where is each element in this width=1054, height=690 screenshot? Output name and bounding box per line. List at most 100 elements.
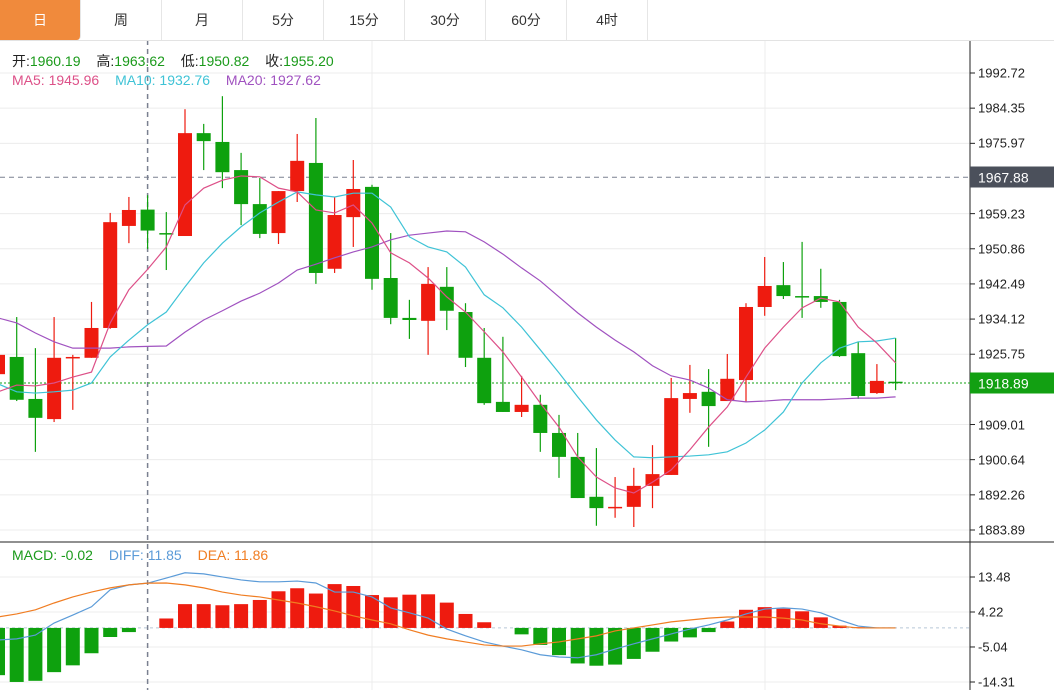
candle-down	[215, 141, 230, 173]
macd-bar	[215, 605, 230, 628]
candle-up	[0, 354, 5, 375]
macd-bar	[234, 604, 249, 628]
macd-bar	[514, 627, 529, 635]
candle-up	[645, 474, 660, 486]
candle-up	[739, 306, 753, 381]
low-value: 1950.82	[198, 53, 250, 69]
macd-value: MACD: -0.02	[12, 547, 93, 563]
macd-bar	[608, 627, 623, 665]
candle-down	[9, 356, 24, 400]
macd-bar	[832, 625, 847, 628]
candle-up	[608, 506, 623, 509]
macd-bar	[589, 627, 604, 666]
open-label: 开:	[12, 53, 30, 69]
price-tick-label: 1883.89	[978, 522, 1025, 538]
macd-bar	[813, 617, 828, 628]
ma20-value: MA20: 1927.62	[225, 72, 321, 88]
candle-up	[271, 191, 286, 234]
candle-down	[196, 133, 211, 142]
macd-bar	[252, 599, 267, 628]
price-tick-label: 1900.64	[978, 452, 1025, 468]
macd-bar	[0, 627, 5, 676]
price-tick-label: 1975.97	[978, 135, 1025, 151]
dea-value: DEA: 11.86	[197, 547, 269, 563]
ma5-value: MA5: 1945.96	[12, 72, 100, 88]
macd-bar	[159, 618, 174, 628]
candle-down	[383, 278, 398, 318]
price-tick-label: 1934.12	[978, 311, 1025, 327]
period-tabs: 日 周 月 5分 15分 30分 60分 4时	[0, 0, 1054, 41]
candle-up	[103, 222, 118, 328]
candle-down	[533, 404, 548, 433]
tab-5min[interactable]: 5分	[243, 0, 324, 40]
macd-bar	[47, 627, 62, 673]
macd-bar	[439, 602, 454, 628]
macd-tick-label: -5.04	[978, 639, 1008, 655]
macd-bar	[402, 594, 417, 628]
candle-down	[458, 312, 473, 358]
ma10-line	[0, 191, 896, 459]
macd-bar	[458, 613, 473, 628]
macd-tick-label: -14.31	[978, 674, 1015, 690]
diff-value: DIFF: 11.85	[108, 547, 182, 563]
macd-bar	[65, 627, 80, 666]
candle-up	[178, 133, 192, 237]
candle-down	[477, 357, 492, 404]
macd-legend: MACD: -0.02 DIFF: 11.85 DEA: 11.86	[12, 547, 280, 563]
crosshair-price-tag: 1967.88	[970, 166, 1054, 188]
macd-bar	[196, 604, 211, 628]
price-tick-label: 1909.01	[978, 417, 1025, 433]
candle-down	[570, 456, 585, 499]
tab-30min[interactable]: 30分	[405, 0, 486, 40]
macd-tick-label: 13.48	[978, 569, 1011, 585]
high-label: 高:	[96, 53, 115, 69]
last-price-tag: 1918.89	[970, 372, 1054, 394]
macd-bar	[290, 588, 305, 628]
ma5-line	[0, 175, 897, 494]
price-tick-label: 1984.35	[978, 100, 1025, 116]
macd-bar	[570, 627, 585, 664]
candle-down	[159, 233, 174, 235]
candle-down	[888, 381, 903, 384]
macd-bar	[178, 604, 192, 628]
candle-down	[813, 296, 828, 302]
macd-bar	[271, 591, 286, 628]
tab-4hour[interactable]: 4时	[567, 0, 648, 40]
macd-bar	[383, 597, 398, 628]
macd-tick-label: 4.22	[978, 604, 1004, 620]
candle-down	[308, 162, 323, 273]
ma10-value: MA10: 1932.76	[115, 72, 211, 88]
macd-bar	[701, 627, 716, 633]
tab-week[interactable]: 周	[81, 0, 162, 40]
candle-up	[664, 398, 679, 475]
ma20-line	[0, 230, 896, 403]
candle-up	[869, 380, 884, 394]
candle-down	[552, 432, 566, 457]
tab-60min[interactable]: 60分	[486, 0, 567, 40]
tab-month[interactable]: 月	[162, 0, 243, 40]
tab-day[interactable]: 日	[0, 0, 81, 40]
macd-bar	[739, 609, 753, 628]
candle-up	[626, 485, 641, 507]
candle-down	[252, 204, 267, 234]
ma-legend: MA5: 1945.96 MA10: 1932.76 MA20: 1927.62	[12, 72, 333, 88]
macd-bar	[308, 593, 323, 628]
candle-down	[439, 286, 454, 311]
dea-line	[0, 582, 896, 647]
candle-down	[402, 317, 417, 320]
ohlc-legend: 开:1960.19 高:1963.62 低:1950.82 收:1955.20	[12, 51, 346, 71]
candle-up	[682, 393, 697, 399]
macd-bar	[327, 584, 342, 628]
macd-bar	[103, 627, 118, 637]
macd-bar	[121, 627, 136, 633]
price-tick-label: 1950.86	[978, 241, 1025, 257]
macd-bar	[645, 627, 660, 652]
macd-bar	[84, 627, 99, 654]
candle-up	[84, 327, 99, 358]
candle-up	[65, 356, 80, 359]
candle-down	[851, 353, 866, 397]
candle-down	[589, 496, 604, 509]
candle-up	[47, 357, 62, 420]
tab-15min[interactable]: 15分	[324, 0, 405, 40]
